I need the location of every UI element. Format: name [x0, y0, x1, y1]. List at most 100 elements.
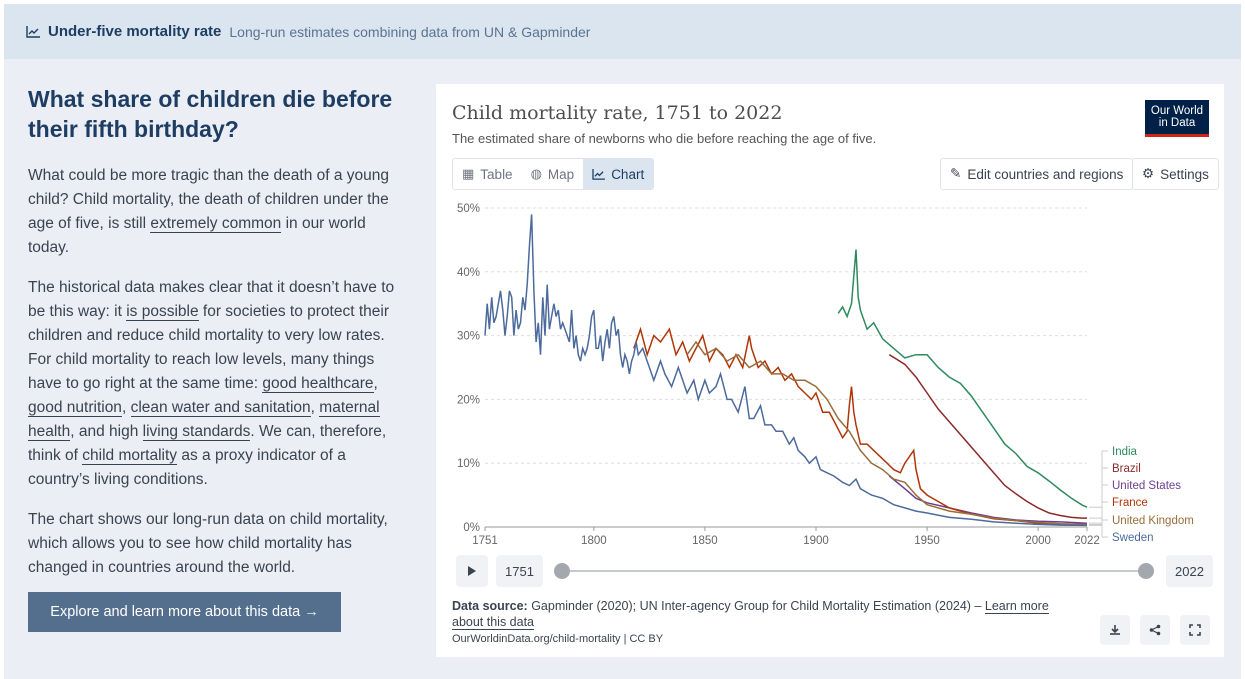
link-clean-water[interactable]: clean water and sanitation [130, 399, 311, 417]
x-tick-label: 1950 [914, 535, 940, 547]
legend-connector [1089, 450, 1108, 508]
text: The historical data makes clear that it … [28, 279, 395, 320]
logo-line-1: Our World [1150, 105, 1204, 117]
topic-subtitle: Long-run estimates combining data from U… [229, 23, 591, 40]
tab-table[interactable]: ▦ Table [453, 159, 522, 189]
paragraph-2: The historical data makes clear that it … [28, 276, 408, 492]
timeline-start-year[interactable]: 1751 [496, 555, 543, 587]
explore-data-button[interactable]: Explore and learn more about this data → [28, 592, 341, 632]
link-is-possible[interactable]: is possible [126, 303, 199, 321]
link-living-standards[interactable]: living standards [142, 423, 251, 441]
owid-logo[interactable]: Our World in Data [1145, 100, 1209, 137]
gear-icon: ⚙ [1142, 166, 1155, 181]
logo-line-2: in Data [1158, 117, 1196, 129]
legend-label-united-states: United States [1112, 480, 1181, 492]
line-chart: 0% 10% 20% 30% 40% 50% 1751 1800 1850 1900 1950 200… [457, 203, 1194, 547]
article-text: What share of children die before their … [28, 84, 408, 596]
share-icon [1149, 624, 1161, 636]
y-tick-label: 10% [457, 458, 480, 470]
timeline-end-handle[interactable] [1138, 563, 1154, 579]
line-chart-icon [592, 168, 606, 180]
table-icon: ▦ [462, 166, 475, 181]
series-line-france [633, 326, 1088, 526]
topic-title: Under-five mortality rate [48, 23, 222, 40]
timeline-start-handle[interactable] [554, 563, 570, 579]
x-tick-label: 1900 [803, 535, 829, 547]
chart-url: OurWorldinData.org/child-mortality | CC … [452, 633, 664, 645]
text: in our world today. [28, 215, 366, 256]
y-tick-label: 20% [457, 394, 480, 406]
source-text: Gapminder (2020); UN Inter-agency Group … [527, 599, 985, 613]
chart-title: Child mortality rate, 1751 to 2022 [452, 102, 783, 124]
chart-card: Child mortality rate, 1751 to 2022 The e… [436, 84, 1224, 657]
x-tick-label: 1850 [692, 535, 718, 547]
learn-more-link[interactable]: Learn more about this data [452, 599, 1049, 630]
play-button[interactable] [456, 555, 488, 587]
fullscreen-button[interactable] [1180, 615, 1210, 645]
text: as a proxy indicator of a country’s livi… [28, 447, 346, 488]
legend-label-brazil: Brazil [1112, 463, 1141, 475]
button-label: Edit countries and regions [967, 166, 1124, 182]
link-extremely-common[interactable]: extremely common [150, 215, 282, 233]
legend-connector [1089, 467, 1108, 519]
data-source: Data source: Gapminder (2020); UN Inter-… [452, 598, 1072, 630]
link-good-nutrition[interactable]: good nutrition [28, 399, 122, 417]
series-line-united-states [888, 475, 1088, 524]
link-maternal-health[interactable]: maternal health [28, 399, 380, 441]
view-tabs: ▦ Table ◍ Map Chart [452, 158, 655, 190]
chart-subtitle: The estimated share of newborns who die … [452, 131, 877, 146]
article-heading: What share of children die before their … [28, 86, 393, 142]
download-icon [1110, 625, 1120, 635]
tab-label: Chart [611, 166, 645, 182]
legend-connector [1089, 484, 1108, 524]
legend-connector [1089, 501, 1108, 525]
legend-connector [1089, 524, 1108, 538]
text: for societies to protect their children … [28, 303, 389, 392]
paragraph-3: The chart shows our long-run data on chi… [28, 511, 388, 576]
legend-connector [1089, 519, 1108, 525]
series-line-sweden [484, 214, 1088, 527]
settings-button[interactable]: ⚙ Settings [1132, 158, 1219, 190]
paragraph-1: What could be more tragic than the death… [28, 164, 408, 260]
globe-icon: ◍ [530, 166, 542, 181]
series-line-brazil [888, 354, 1087, 519]
line-chart-icon [26, 25, 40, 38]
legend-label-sweden: Sweden [1112, 532, 1154, 544]
tab-label: Map [547, 166, 575, 182]
page-frame: Under-five mortality rate Long-run estim… [4, 4, 1241, 679]
button-label: Settings [1160, 166, 1209, 182]
text: What could be more tragic than the death… [28, 167, 390, 232]
tab-chart[interactable]: Chart [583, 159, 654, 189]
y-tick-label: 30% [457, 331, 480, 343]
timeline-track[interactable] [562, 570, 1146, 572]
text: , [121, 399, 131, 416]
y-tick-label: 40% [457, 267, 480, 279]
x-tick-label: 2000 [1025, 535, 1051, 547]
legend-label-united-kingdom: United Kingdom [1112, 515, 1194, 527]
text: . We can, therefore, think of [28, 423, 387, 464]
play-icon [468, 566, 476, 576]
pencil-icon: ✎ [950, 166, 962, 181]
share-button[interactable] [1140, 615, 1170, 645]
expand-icon [1189, 624, 1201, 636]
link-good-healthcare[interactable]: good healthcare [262, 375, 374, 393]
tab-map[interactable]: ◍ Map [522, 159, 584, 189]
x-tick-label: 1800 [581, 535, 607, 547]
text: , and high [70, 423, 143, 440]
download-button[interactable] [1100, 615, 1130, 645]
y-tick-label: 0% [463, 522, 480, 534]
x-tick-label: 2022 [1074, 535, 1100, 547]
series-line-india [837, 249, 1088, 508]
series-line-united-kingdom [686, 340, 1088, 526]
text: , [310, 399, 320, 416]
topic-header: Under-five mortality rate Long-run estim… [4, 4, 1241, 59]
source-label: Data source: [452, 599, 528, 613]
legend-label-france: France [1112, 497, 1148, 509]
tab-label: Table [480, 166, 513, 182]
y-tick-label: 50% [457, 203, 480, 215]
link-child-mortality[interactable]: child mortality [82, 447, 178, 465]
legend-label-india: India [1112, 446, 1138, 458]
text: , [373, 375, 378, 392]
x-tick-label: 1751 [472, 535, 498, 547]
timeline-end-year[interactable]: 2022 [1166, 555, 1213, 587]
